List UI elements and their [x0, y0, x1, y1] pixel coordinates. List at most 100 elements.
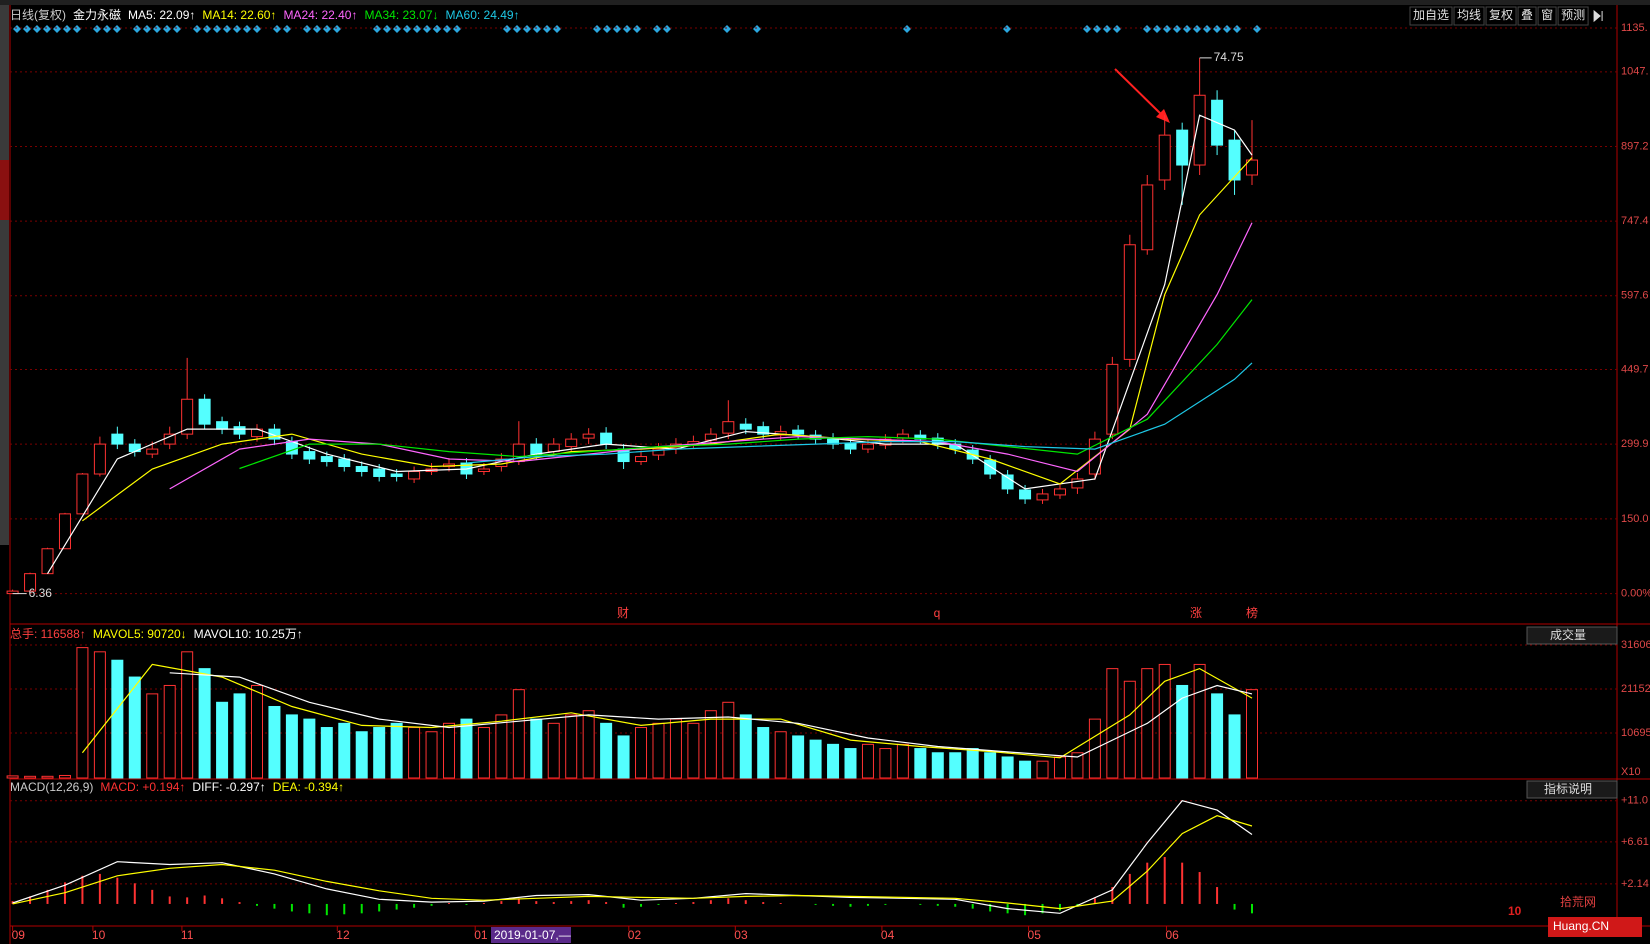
volume-bar — [879, 748, 892, 779]
stock-name: 金力永磁 — [73, 7, 121, 22]
toolbar-frame[interactable] — [1409, 6, 1453, 26]
volume-bar — [1158, 663, 1171, 779]
max-label: 74.75 — [1214, 50, 1244, 64]
volume-bar — [600, 722, 613, 779]
volume-bar — [827, 743, 840, 779]
period-label: 日线(复权) — [10, 8, 66, 22]
volume-bar — [966, 748, 979, 779]
toolbar-frame[interactable] — [1557, 6, 1589, 26]
watermark-site: 拾荒网 — [1560, 894, 1596, 909]
volume-bar — [1211, 693, 1224, 779]
y-tick-label: 31606 — [1621, 639, 1650, 651]
toolbar-button[interactable]: 叠 — [1521, 8, 1533, 22]
toolbar-frame[interactable] — [1453, 6, 1485, 26]
volume-bar — [390, 722, 403, 779]
y-tick-label: 21152 — [1621, 683, 1650, 695]
volume-bar — [198, 668, 211, 779]
y-tick-label: 449.7 — [1621, 363, 1649, 375]
x-tick-label: 02 — [628, 928, 642, 942]
y-tick-label: 1135. — [1621, 22, 1648, 34]
legend-entry: DEA: -0.394↑ — [273, 780, 344, 794]
toolbar-frame[interactable] — [1517, 6, 1537, 26]
volume-bar — [128, 676, 141, 779]
ma-line — [169, 222, 1253, 490]
y-tick-label: 747.4 — [1621, 215, 1649, 227]
y-tick-label: 597.6 — [1621, 290, 1649, 302]
watermark-logo: 10 — [1508, 904, 1522, 918]
selector[interactable]: 成交量 — [1550, 627, 1586, 642]
candle-body — [233, 426, 246, 435]
toolbar-button[interactable]: 均线 — [1457, 8, 1481, 22]
volume-bar — [896, 743, 909, 779]
side-tabs[interactable] — [0, 5, 9, 545]
volume-bar — [949, 752, 962, 779]
candle-body — [41, 548, 54, 575]
volume-bar — [477, 727, 490, 779]
ma-line — [466, 362, 1253, 464]
volume-bar — [6, 775, 19, 779]
volume-bar — [635, 727, 648, 779]
volume-bar — [111, 659, 124, 779]
volume-bar — [76, 647, 89, 779]
volume-bar — [250, 684, 263, 779]
candle-body — [303, 451, 316, 460]
volume-bar — [1053, 756, 1066, 779]
volume-bar — [373, 727, 386, 779]
x-tick-label: 05 — [1028, 928, 1042, 942]
legend-entry: MAVOL10: 10.25万↑ — [194, 627, 303, 641]
toolbar-frame[interactable] — [1537, 6, 1557, 26]
toolbar-frame[interactable] — [1485, 6, 1517, 26]
y-tick-label: +2.14 — [1621, 878, 1649, 890]
volume-bar — [844, 748, 857, 779]
candle-body — [1176, 129, 1189, 166]
candle-body — [739, 423, 752, 430]
volume-bar — [792, 735, 805, 779]
volume-bar — [774, 731, 787, 779]
candle-body — [355, 466, 368, 473]
selector[interactable]: 指标说明 — [1544, 781, 1592, 796]
y-tick-label: 299.9 — [1621, 438, 1649, 450]
y-tick-label: 1047. — [1621, 66, 1649, 78]
candle-body — [1019, 489, 1032, 500]
candle-body — [530, 443, 543, 455]
toolbar-button[interactable]: 预测 — [1561, 8, 1585, 22]
x-tick-label: 12 — [336, 928, 350, 942]
y-tick-label: +6.61 — [1621, 836, 1649, 848]
candle-body — [722, 421, 735, 434]
y-tick-label: +11.0 — [1621, 795, 1648, 807]
volume-bar — [408, 727, 421, 779]
candle-body — [565, 438, 578, 448]
pane-title: MACD(12,26,9) — [10, 780, 93, 794]
x-tick-label: 09 — [12, 928, 26, 942]
volume-bar — [320, 727, 333, 779]
toolbar-button[interactable]: 窗 — [1541, 8, 1553, 22]
cursor-box — [491, 927, 571, 943]
volume-bar — [861, 743, 874, 779]
selector-box[interactable] — [1526, 626, 1618, 645]
top-strip — [0, 0, 1650, 5]
toolbar-icon[interactable] — [1593, 9, 1603, 23]
candle-body — [1071, 478, 1084, 489]
candle-body — [111, 433, 124, 445]
candle-body — [757, 426, 770, 435]
legend-entry: MA34: 23.07↓ — [364, 8, 438, 22]
toolbar-button[interactable]: 复权 — [1489, 8, 1513, 22]
ma-line — [46, 114, 1253, 575]
y-tick-label: 0.00% — [1621, 588, 1650, 600]
candle-body — [1001, 474, 1014, 490]
volume-bar — [146, 693, 159, 779]
volume-bar — [285, 714, 298, 779]
candle-body — [861, 443, 874, 450]
candle-body — [1193, 94, 1206, 166]
toolbar-button[interactable]: 加自选 — [1413, 8, 1449, 22]
side-tab-active[interactable] — [0, 160, 9, 220]
volume-bar — [1106, 668, 1119, 779]
x-tick-label: 11 — [181, 928, 194, 942]
volume-bar — [512, 689, 525, 779]
selector-box[interactable] — [1526, 780, 1618, 799]
x-tick-label: 01 — [474, 928, 488, 942]
candle-body — [181, 398, 194, 435]
ma-line — [239, 299, 1253, 470]
min-label: 6.36 — [29, 586, 53, 600]
